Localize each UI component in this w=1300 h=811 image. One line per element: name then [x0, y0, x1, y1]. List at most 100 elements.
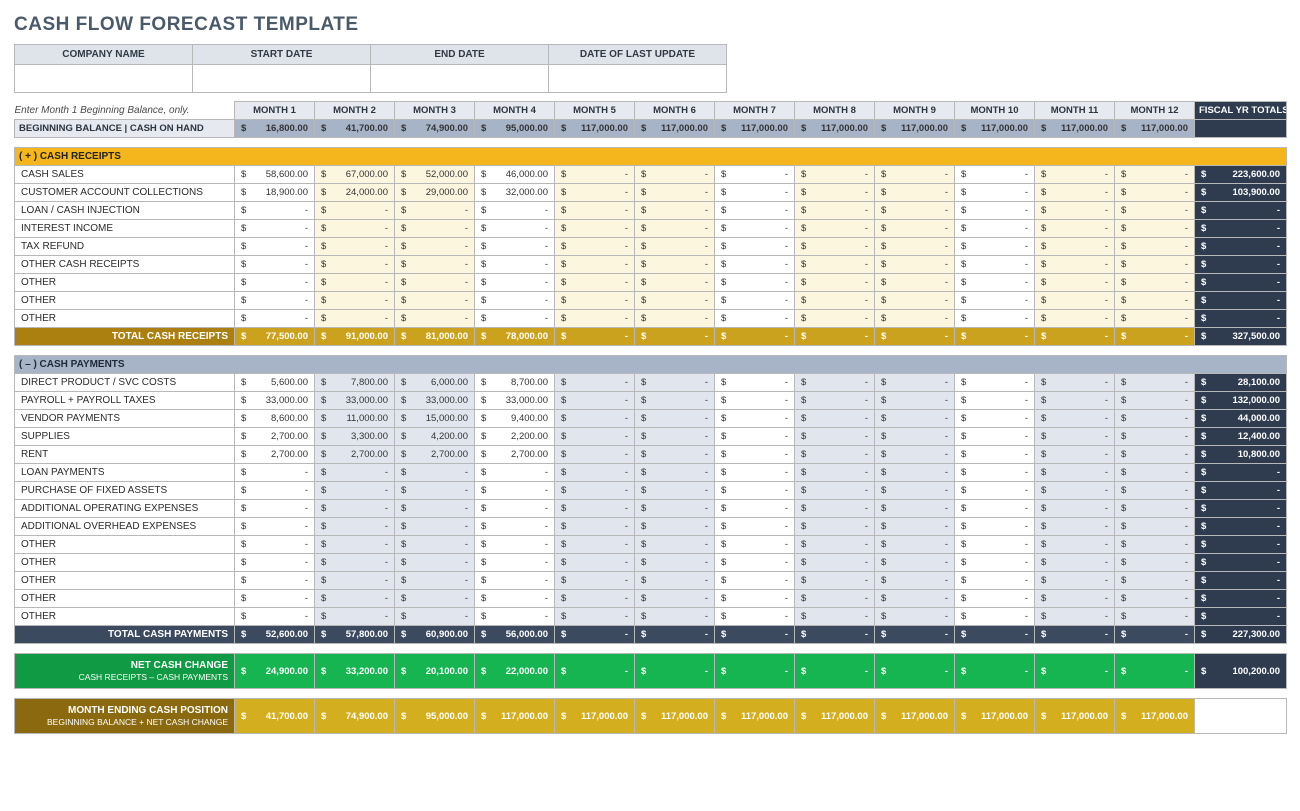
- payment-cell[interactable]: $-: [875, 590, 955, 608]
- payment-cell[interactable]: $-: [715, 464, 795, 482]
- receipt-cell[interactable]: $-: [875, 310, 955, 328]
- receipt-cell[interactable]: $-: [1035, 202, 1115, 220]
- payment-cell[interactable]: $-: [315, 554, 395, 572]
- payment-cell[interactable]: $33,000.00: [395, 392, 475, 410]
- payment-cell[interactable]: $-: [635, 554, 715, 572]
- payment-cell[interactable]: $-: [1115, 608, 1195, 626]
- payment-cell[interactable]: $-: [955, 446, 1035, 464]
- payment-cell[interactable]: $-: [875, 608, 955, 626]
- payment-cell[interactable]: $-: [235, 554, 315, 572]
- payment-cell[interactable]: $-: [715, 428, 795, 446]
- payment-cell[interactable]: $-: [955, 608, 1035, 626]
- payment-cell[interactable]: $-: [235, 500, 315, 518]
- receipt-cell[interactable]: $-: [795, 202, 875, 220]
- payment-cell[interactable]: $-: [875, 464, 955, 482]
- payment-cell[interactable]: $-: [795, 590, 875, 608]
- receipt-cell[interactable]: $-: [635, 238, 715, 256]
- receipt-cell[interactable]: $-: [955, 202, 1035, 220]
- payment-cell[interactable]: $-: [635, 410, 715, 428]
- receipt-cell[interactable]: $-: [1035, 184, 1115, 202]
- receipt-cell[interactable]: $-: [315, 238, 395, 256]
- payment-cell[interactable]: $-: [955, 536, 1035, 554]
- payment-cell[interactable]: $-: [635, 608, 715, 626]
- receipt-cell[interactable]: $-: [395, 292, 475, 310]
- payment-cell[interactable]: $-: [795, 392, 875, 410]
- beginning-cell[interactable]: $117,000.00: [635, 120, 715, 138]
- payment-cell[interactable]: $-: [1035, 446, 1115, 464]
- payment-cell[interactable]: $-: [875, 482, 955, 500]
- payment-cell[interactable]: $-: [555, 464, 635, 482]
- receipt-cell[interactable]: $-: [395, 310, 475, 328]
- receipt-cell[interactable]: $-: [875, 202, 955, 220]
- receipt-cell[interactable]: $-: [235, 256, 315, 274]
- beginning-cell[interactable]: $95,000.00: [475, 120, 555, 138]
- payment-cell[interactable]: $-: [1035, 536, 1115, 554]
- payment-cell[interactable]: $-: [715, 500, 795, 518]
- receipt-cell[interactable]: $-: [875, 274, 955, 292]
- payment-cell[interactable]: $-: [555, 410, 635, 428]
- payment-cell[interactable]: $-: [1035, 464, 1115, 482]
- beginning-cell[interactable]: $16,800.00: [235, 120, 315, 138]
- payment-cell[interactable]: $7,800.00: [315, 374, 395, 392]
- beginning-cell[interactable]: $117,000.00: [875, 120, 955, 138]
- payment-cell[interactable]: $-: [795, 572, 875, 590]
- payment-cell[interactable]: $33,000.00: [235, 392, 315, 410]
- payment-cell[interactable]: $-: [1035, 482, 1115, 500]
- payment-cell[interactable]: $-: [555, 428, 635, 446]
- receipt-cell[interactable]: $-: [555, 256, 635, 274]
- payment-cell[interactable]: $-: [235, 590, 315, 608]
- receipt-cell[interactable]: $-: [475, 292, 555, 310]
- payment-cell[interactable]: $-: [715, 536, 795, 554]
- payment-cell[interactable]: $-: [1115, 374, 1195, 392]
- payment-cell[interactable]: $-: [1115, 572, 1195, 590]
- receipt-cell[interactable]: $-: [795, 220, 875, 238]
- payment-cell[interactable]: $-: [635, 464, 715, 482]
- receipt-cell[interactable]: $-: [795, 184, 875, 202]
- payment-cell[interactable]: $-: [955, 392, 1035, 410]
- receipt-cell[interactable]: $32,000.00: [475, 184, 555, 202]
- payment-cell[interactable]: $-: [555, 392, 635, 410]
- payment-cell[interactable]: $-: [795, 554, 875, 572]
- payment-cell[interactable]: $-: [875, 572, 955, 590]
- payment-cell[interactable]: $-: [395, 554, 475, 572]
- receipt-cell[interactable]: $-: [1035, 238, 1115, 256]
- payment-cell[interactable]: $-: [715, 608, 795, 626]
- receipt-cell[interactable]: $-: [315, 256, 395, 274]
- payment-cell[interactable]: $-: [955, 590, 1035, 608]
- payment-cell[interactable]: $-: [875, 446, 955, 464]
- payment-cell[interactable]: $-: [395, 464, 475, 482]
- receipt-cell[interactable]: $-: [955, 220, 1035, 238]
- payment-cell[interactable]: $-: [395, 482, 475, 500]
- receipt-cell[interactable]: $-: [555, 274, 635, 292]
- receipt-cell[interactable]: $67,000.00: [315, 166, 395, 184]
- receipt-cell[interactable]: $-: [1035, 292, 1115, 310]
- receipt-cell[interactable]: $-: [395, 256, 475, 274]
- receipt-cell[interactable]: $-: [1115, 256, 1195, 274]
- receipt-cell[interactable]: $-: [315, 202, 395, 220]
- payment-cell[interactable]: $-: [1035, 554, 1115, 572]
- payment-cell[interactable]: $-: [395, 500, 475, 518]
- payment-cell[interactable]: $-: [1115, 536, 1195, 554]
- info-input[interactable]: [549, 65, 727, 93]
- payment-cell[interactable]: $-: [315, 590, 395, 608]
- receipt-cell[interactable]: $-: [635, 274, 715, 292]
- payment-cell[interactable]: $-: [875, 500, 955, 518]
- receipt-cell[interactable]: $-: [395, 220, 475, 238]
- payment-cell[interactable]: $15,000.00: [395, 410, 475, 428]
- receipt-cell[interactable]: $-: [1115, 166, 1195, 184]
- payment-cell[interactable]: $-: [315, 572, 395, 590]
- payment-cell[interactable]: $-: [635, 590, 715, 608]
- payment-cell[interactable]: $-: [235, 482, 315, 500]
- beginning-cell[interactable]: $117,000.00: [715, 120, 795, 138]
- payment-cell[interactable]: $2,700.00: [235, 446, 315, 464]
- payment-cell[interactable]: $-: [795, 518, 875, 536]
- payment-cell[interactable]: $-: [635, 392, 715, 410]
- payment-cell[interactable]: $11,000.00: [315, 410, 395, 428]
- receipt-cell[interactable]: $-: [1035, 256, 1115, 274]
- payment-cell[interactable]: $-: [795, 410, 875, 428]
- payment-cell[interactable]: $-: [395, 572, 475, 590]
- payment-cell[interactable]: $-: [1035, 392, 1115, 410]
- payment-cell[interactable]: $-: [795, 428, 875, 446]
- payment-cell[interactable]: $33,000.00: [315, 392, 395, 410]
- payment-cell[interactable]: $-: [235, 464, 315, 482]
